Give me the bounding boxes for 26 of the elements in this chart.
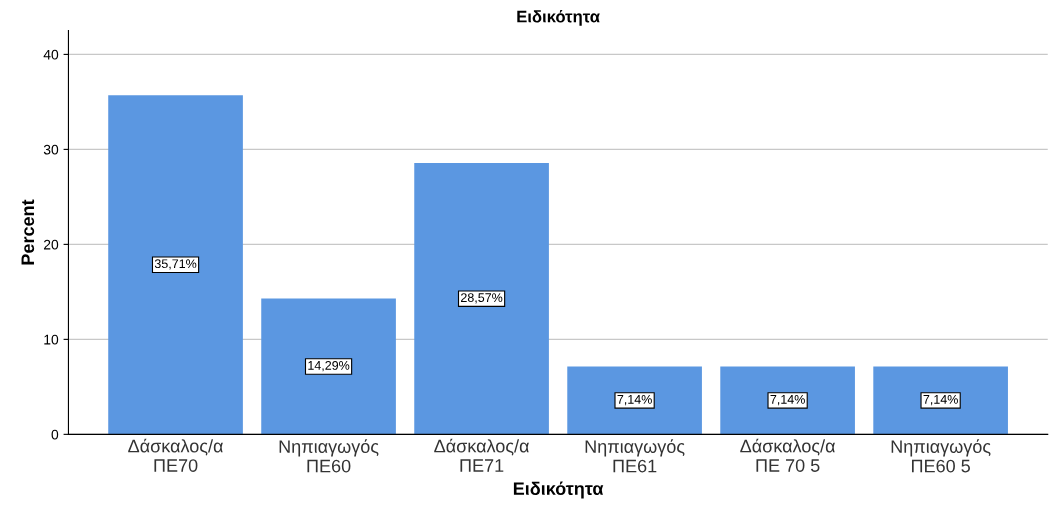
bar [108,95,243,435]
y-tick-label: 0 [51,429,59,440]
data-label: 14,29% [308,360,350,372]
y-tick-label: 40 [43,49,59,60]
y-tick-label: 30 [43,144,59,155]
bar [414,162,549,435]
bar [720,366,855,435]
chart-title: Ειδικότητα [517,10,600,26]
data-label: 35,71% [154,259,197,270]
y-tick-label: 20 [43,239,59,250]
x-tick-label: Νηπιαγωγός ΠΕ61 [585,439,685,473]
data-label: 7,14% [770,395,805,406]
data-label: 28,57% [461,293,503,304]
x-axis-title: Ειδικότητα [513,481,604,499]
data-label: 7,14% [923,395,958,406]
y-axis-title: Percent [21,199,35,265]
bar [873,366,1008,435]
x-tick-label: Δάσκαλος/α ΠΕ70 [128,438,223,472]
x-tick-label: Νηπιαγωγός ΠΕ60 5 [891,439,991,473]
x-tick-label: Δάσκαλος/α ΠΕ71 [434,438,529,472]
x-tick-label: Νηπιαγωγός ΠΕ60 [279,439,379,473]
x-tick-label: Δάσκαλος/α ΠΕ 70 5 [740,438,836,472]
y-tick-label: 10 [44,334,59,345]
bar [567,366,702,435]
bar [261,298,396,435]
data-label: 7,14% [617,395,652,406]
